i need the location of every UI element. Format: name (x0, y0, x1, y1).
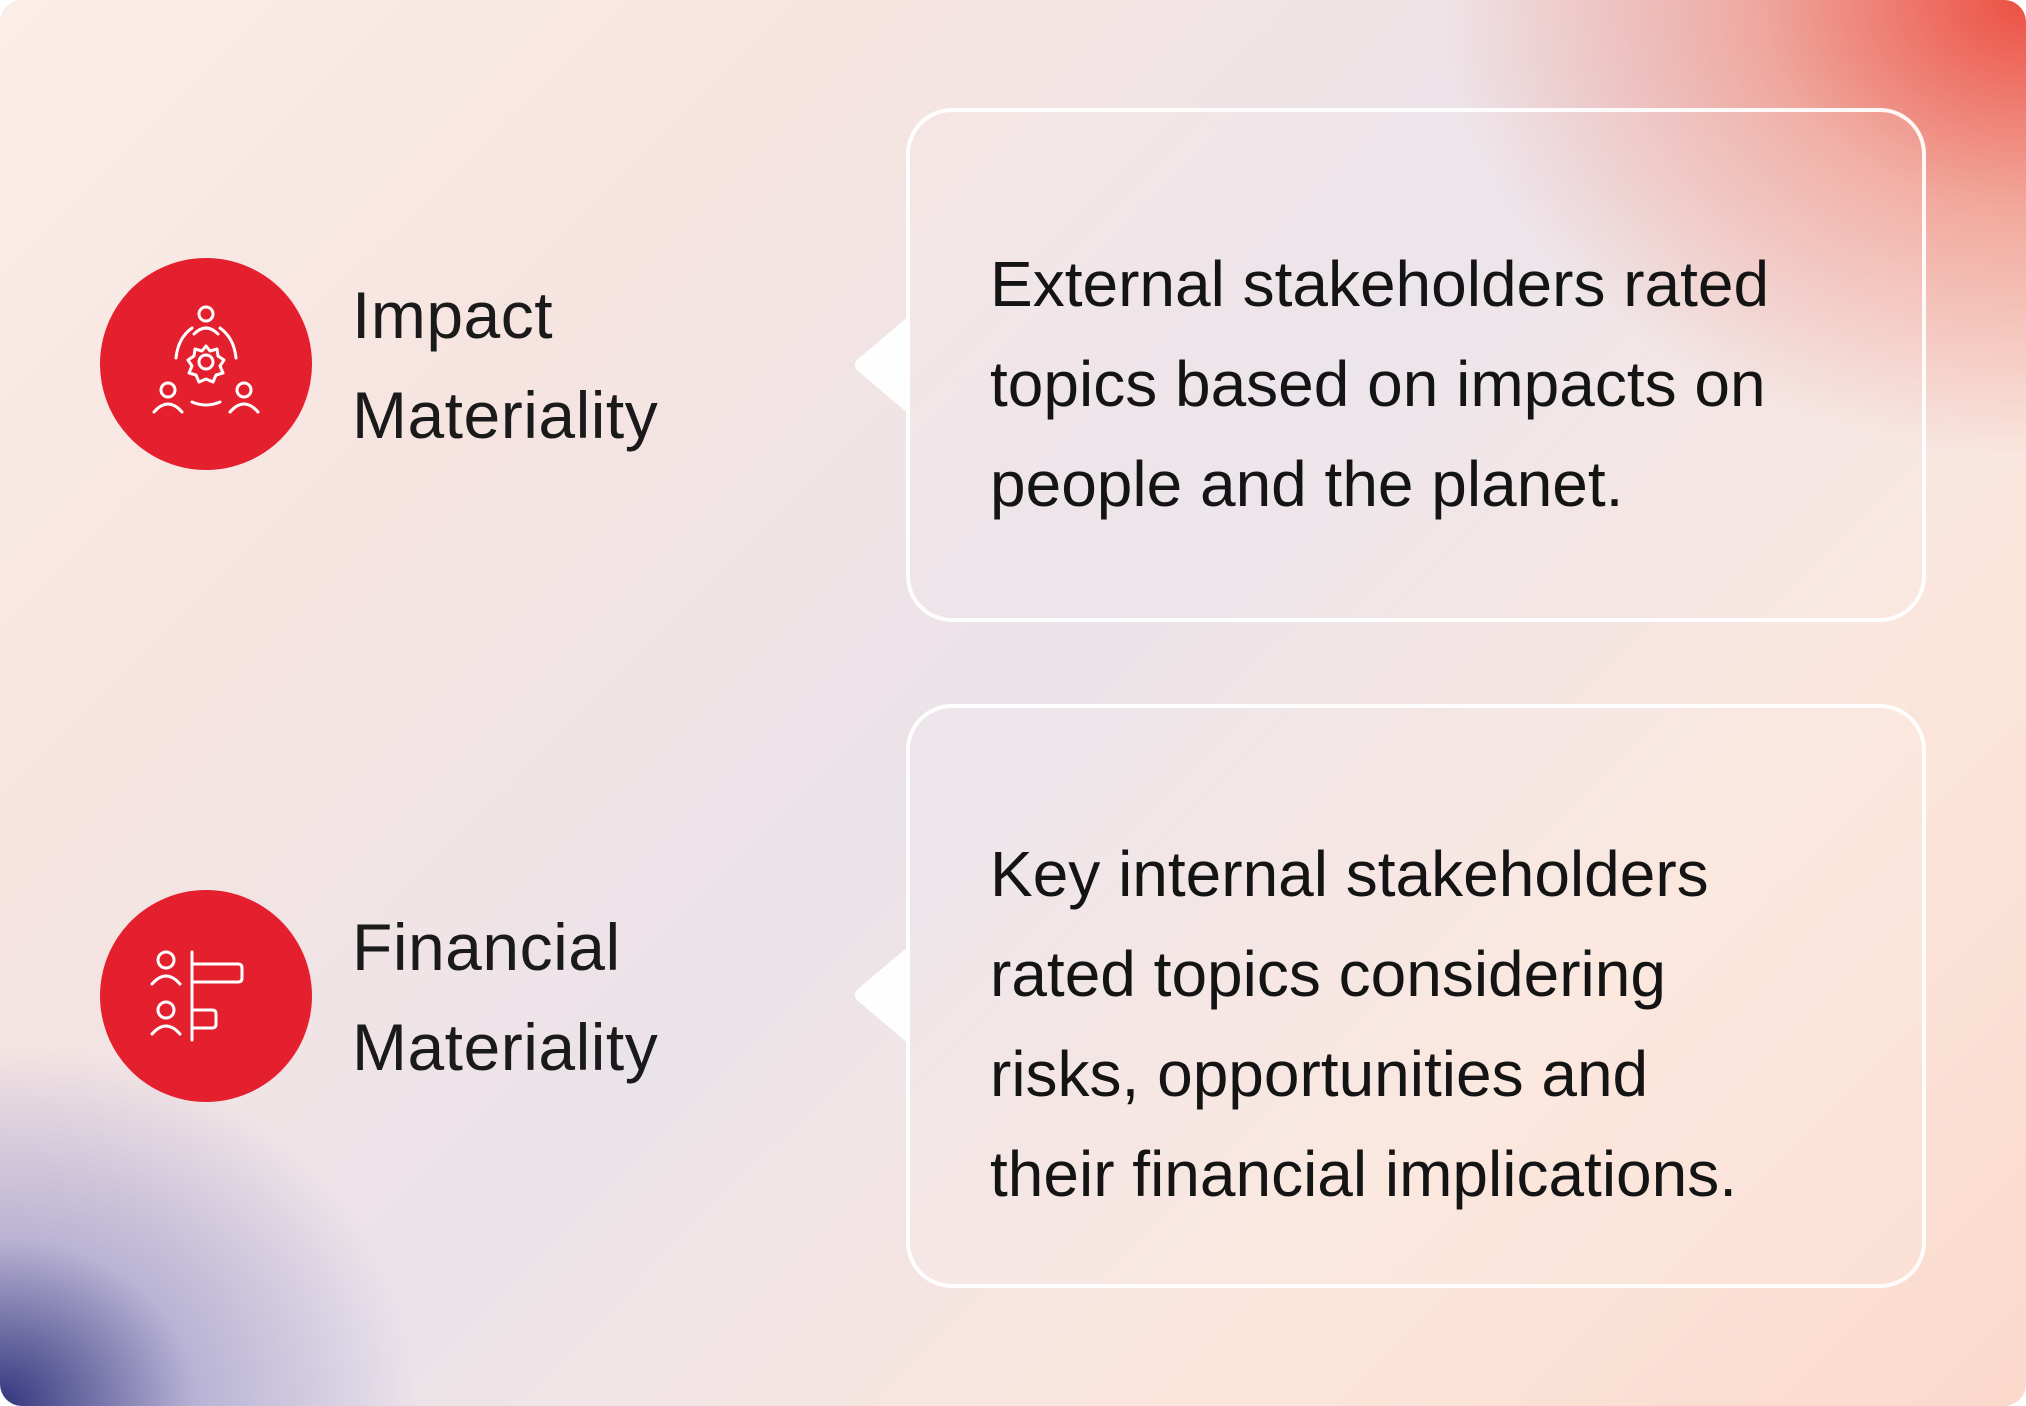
description-line: External stakeholders rated (990, 248, 1770, 320)
title-line: Impact (352, 278, 554, 352)
impact-materiality-row: Impact Materiality External stakeholders… (0, 0, 2026, 700)
description-line: topics based on impacts on (990, 348, 1766, 420)
description-line: risks, opportunities and (990, 1038, 1649, 1110)
title-line: Materiality (352, 378, 659, 452)
stakeholders-gear-icon (100, 258, 312, 470)
title-line: Financial (352, 910, 621, 984)
description-line: people and the planet. (990, 448, 1624, 520)
description-line: their financial implications. (990, 1138, 1737, 1210)
financial-materiality-title: Financial Materiality (352, 897, 658, 1097)
financial-materiality-description: Key internal stakeholders rated topics c… (990, 824, 1882, 1224)
impact-materiality-description: External stakeholders rated topics based… (990, 234, 1882, 534)
description-line: Key internal stakeholders (990, 838, 1709, 910)
title-line: Materiality (352, 1010, 659, 1084)
impact-materiality-title: Impact Materiality (352, 265, 658, 465)
callout-pointer (855, 315, 910, 415)
callout-pointer (855, 945, 910, 1045)
impact-materiality-card: External stakeholders rated topics based… (906, 108, 1926, 622)
description-line: rated topics considering (990, 938, 1666, 1010)
financial-materiality-card: Key internal stakeholders rated topics c… (906, 704, 1926, 1288)
financial-materiality-row: Financial Materiality Key internal stake… (0, 700, 2026, 1406)
people-bar-chart-icon (100, 890, 312, 1102)
